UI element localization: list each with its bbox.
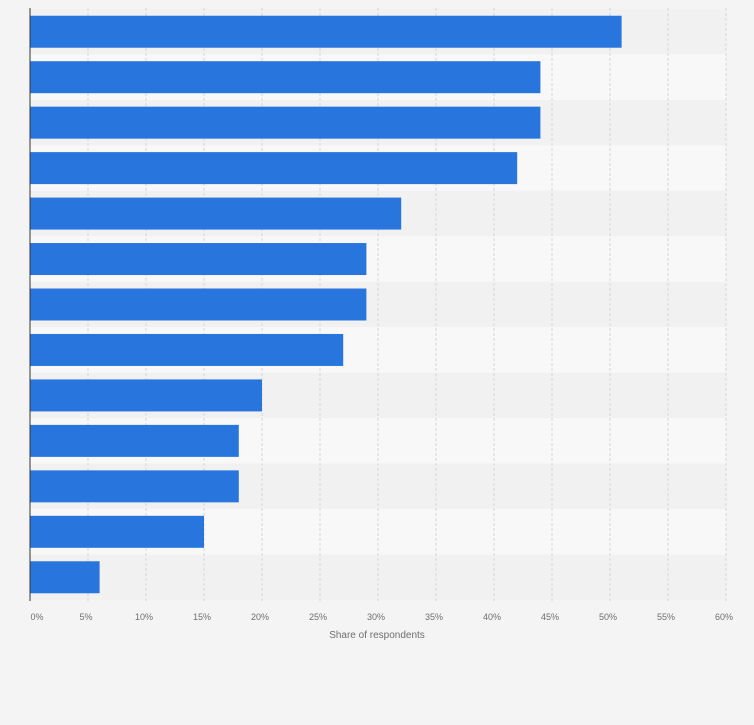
x-tick-label: 50% [599,612,617,622]
bar [30,470,239,503]
row-band [30,554,726,600]
bar [30,515,204,548]
x-tick-label: 10% [135,612,153,622]
x-tick-label: 60% [715,612,733,622]
x-axis-title: Share of respondents [329,630,425,641]
bar [30,243,367,276]
bar [30,333,344,366]
bar [30,561,100,594]
x-tick-label: 30% [367,612,385,622]
x-tick-label: 0% [30,612,43,622]
bar [30,152,518,185]
bar [30,15,622,48]
bars [30,15,622,594]
bar [30,197,402,230]
bar [30,61,541,94]
x-axis-ticks: 0% 5% 10% 15% 20% 25% 30% 35% 40% 45% 50% 55% 60% [30,612,733,622]
x-tick-label: 40% [483,612,501,622]
bar [30,379,262,412]
x-tick-label: 35% [425,612,443,622]
x-tick-label: 55% [657,612,675,622]
bar [30,424,239,457]
x-tick-label: 15% [193,612,211,622]
x-tick-label: 45% [541,612,559,622]
bar [30,106,541,139]
x-tick-label: 20% [251,612,269,622]
bar [30,288,367,321]
x-tick-label: 5% [79,612,92,622]
x-tick-label: 25% [309,612,327,622]
